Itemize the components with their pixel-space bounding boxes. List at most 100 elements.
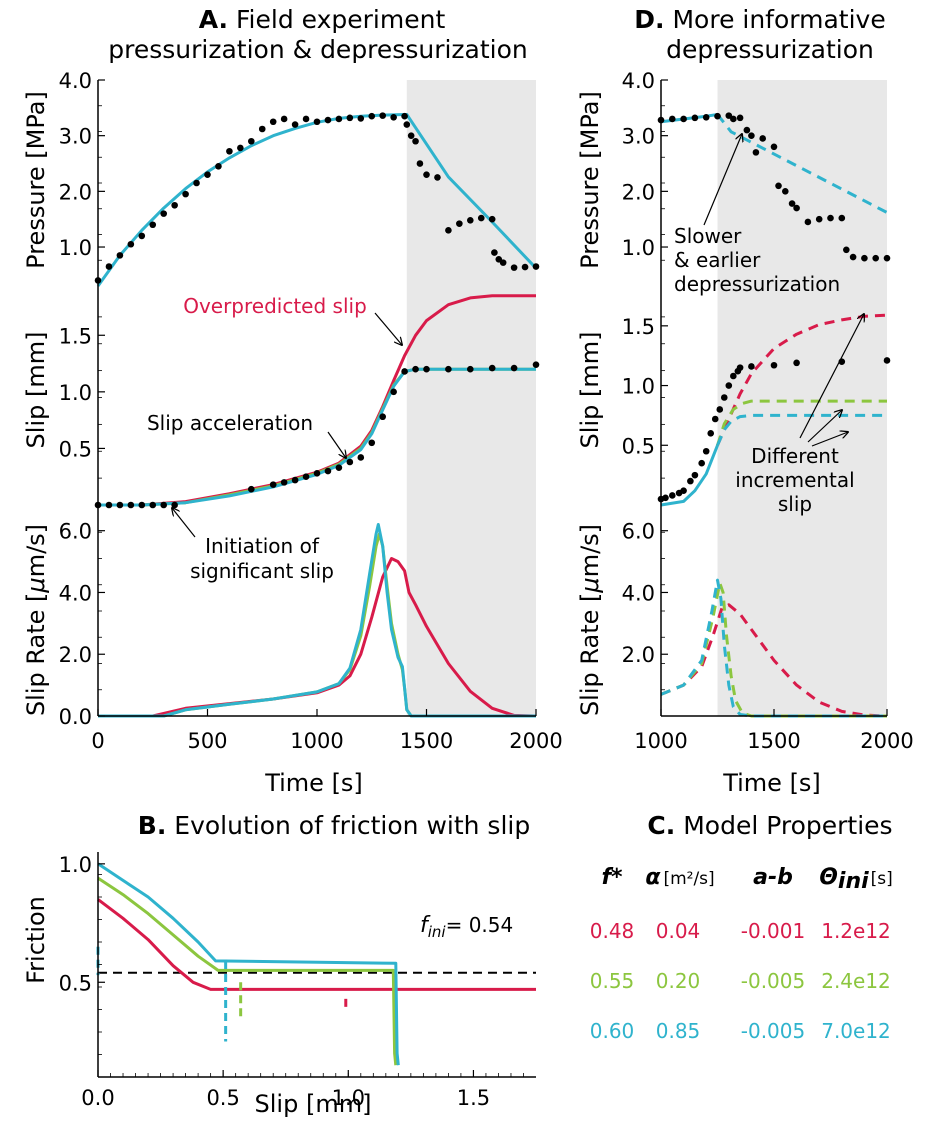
D-series-green-1 — [716, 399, 887, 446]
A-observed-point — [416, 160, 424, 167]
A-observed-point — [116, 252, 124, 259]
A-series-cyan-2 — [98, 523, 536, 718]
ytick-label: 3.0 — [622, 125, 655, 149]
A-observed-point — [160, 501, 167, 509]
A-observed-point — [434, 174, 441, 181]
ytick-label: 6.0 — [59, 520, 92, 544]
D-observed-point — [883, 357, 891, 364]
D-observed-point — [680, 487, 687, 494]
table-cell: 0.48 — [590, 919, 635, 943]
table-cell: 2.4e12 — [821, 969, 891, 993]
axes-frame-A — [97, 80, 536, 717]
D-observed-point — [743, 126, 751, 134]
annotation-initiation-2: significant slip — [190, 559, 334, 583]
D-observed-point — [815, 215, 823, 223]
panel-B: 0.5 1.0 0.0 0.5 1.0 1.5 Friction Slip [mm] fi… — [22, 852, 536, 1118]
A-observed-point — [237, 144, 244, 152]
A-observed-point — [456, 220, 463, 227]
A-observed-point — [127, 501, 135, 509]
arrow-different-red — [799, 314, 864, 439]
A-observed-point — [379, 112, 387, 119]
table-cell: 1.2e12 — [821, 919, 891, 943]
ytick-label: 0.5 — [59, 437, 92, 461]
D-observed-point — [687, 477, 694, 485]
D-observed-point — [711, 415, 719, 423]
annotation-different-3: slip — [778, 492, 812, 516]
A-observed-point — [302, 473, 310, 481]
A-observed-point — [291, 476, 299, 484]
panel-A: 1.0 2.0 3.0 4.0 0.5 1.0 1.5 0.0 2.0 4.0 6.0 0 500 100… — [22, 69, 563, 797]
D-observed-point — [843, 246, 850, 254]
arrow-overpredicted — [374, 312, 402, 345]
A-observed-point — [357, 454, 365, 461]
B-series-cyan — [97, 862, 400, 1066]
D-observed-point — [691, 471, 699, 479]
A-observed-point — [445, 365, 452, 373]
A-observed-point — [488, 364, 496, 372]
A-observed-point — [412, 137, 419, 145]
table-cell: 0.20 — [656, 969, 701, 993]
table-cell: 0.04 — [656, 919, 701, 943]
ytick-label: 0.0 — [59, 705, 92, 729]
D-observed-point — [669, 492, 676, 499]
ytick-label: 6.0 — [622, 520, 655, 544]
D-observed-point — [872, 254, 879, 262]
D-observed-point — [736, 114, 744, 122]
ylabel-pressure-D: Pressure [MPa] — [576, 91, 604, 269]
D-series-cyan-1 — [660, 444, 719, 507]
A-observed-point — [407, 132, 415, 139]
D-observed-point — [849, 253, 857, 261]
A-observed-point — [532, 263, 540, 270]
panel-D: 1.0 2.0 3.0 4.0 0.5 1.0 1.5 2.0 4.0 6.0 1000 1500 20… — [576, 69, 914, 797]
D-observed-point — [748, 363, 755, 370]
A-observed-point — [368, 439, 376, 447]
A-observed-point — [335, 464, 343, 471]
A-observed-point — [445, 227, 452, 234]
table-cell: 0.60 — [590, 1019, 635, 1043]
shaded-region-D — [717, 80, 887, 716]
A-observed-point — [499, 259, 507, 266]
xtick-label: 0 — [91, 729, 104, 753]
A-observed-point — [532, 361, 540, 368]
A-observed-point — [313, 470, 321, 477]
A-observed-point — [521, 263, 529, 271]
A-observed-point — [280, 115, 288, 123]
xtick-label: 1000 — [290, 729, 343, 753]
A-observed-point — [510, 364, 518, 372]
D-observed-point — [714, 112, 721, 120]
A-observed-point — [269, 481, 277, 488]
table-header-ab: a-b — [753, 865, 793, 890]
D-observed-point — [669, 115, 676, 123]
D-observed-point — [702, 447, 710, 455]
annotation-slower-1: Slower — [674, 224, 742, 248]
A-series-cyan-1 — [98, 367, 536, 507]
D-observed-point — [770, 143, 778, 151]
B-series-green — [97, 876, 398, 1066]
D-observed-point — [793, 359, 800, 367]
annotation-fini: fini= 0.54 — [420, 913, 513, 941]
A-observed-point — [324, 467, 332, 475]
A-observed-point — [423, 171, 430, 178]
A-observed-point — [116, 501, 124, 509]
arrow-acceleration — [327, 431, 346, 458]
xtick-label: 1000 — [634, 729, 687, 753]
A-observed-point — [302, 115, 310, 123]
A-observed-point — [105, 501, 113, 509]
ylabel-rate-D: Slip Rate [μm/s] — [576, 524, 604, 716]
xtick-label: 1500 — [400, 729, 453, 753]
A-observed-point — [149, 221, 157, 229]
annotation-slower-2: & earlier — [674, 248, 761, 272]
A-observed-point — [491, 249, 498, 256]
D-observed-point — [748, 132, 755, 139]
xtick-label: 2000 — [509, 729, 562, 753]
A-observed-point — [248, 485, 255, 493]
ytick-label: 0.5 — [622, 434, 655, 458]
D-observed-point — [702, 114, 710, 121]
A-observed-point — [248, 137, 255, 145]
annotation-different-1: Different — [751, 444, 839, 468]
xtick-label: 0.0 — [81, 1086, 114, 1110]
D-observed-point — [782, 188, 789, 195]
table-cell: -0.005 — [741, 1019, 805, 1043]
A-observed-point — [390, 114, 397, 121]
